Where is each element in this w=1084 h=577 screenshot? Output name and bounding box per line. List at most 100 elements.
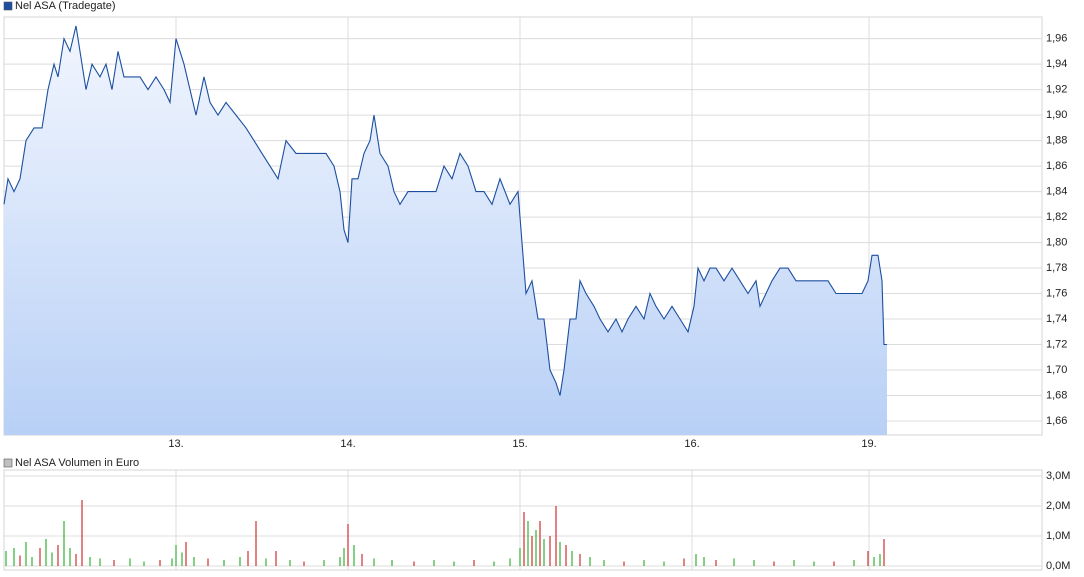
volume-bar — [353, 545, 355, 566]
volume-bar — [193, 557, 195, 566]
volume-bar — [175, 545, 177, 566]
volume-bar — [523, 512, 525, 566]
y-tick-label: 2,0M — [1046, 500, 1070, 512]
y-tick-label: 1,96 — [1046, 33, 1067, 45]
y-tick-label: 1,76 — [1046, 287, 1067, 299]
volume-bar — [373, 558, 375, 566]
y-tick-label: 1,92 — [1046, 84, 1067, 96]
volume-bar — [433, 560, 435, 566]
volume-bar — [57, 545, 59, 566]
volume-bar — [99, 558, 101, 566]
y-tick-label: 1,94 — [1046, 58, 1067, 70]
volume-bar — [63, 521, 65, 566]
x-tick-label: 16. — [684, 438, 699, 450]
volume-bar — [683, 558, 685, 566]
volume-bar — [159, 560, 161, 566]
volume-bar — [347, 524, 349, 566]
volume-bar — [265, 558, 267, 566]
volume-bar — [733, 558, 735, 566]
volume-bar — [143, 561, 145, 566]
y-tick-label: 1,80 — [1046, 236, 1067, 248]
volume-bar — [773, 561, 775, 566]
volume-bar — [883, 539, 885, 566]
volume-bar — [89, 557, 91, 566]
volume-bar — [879, 554, 881, 566]
y-tick-label: 1,66 — [1046, 415, 1067, 427]
volume-bar — [549, 536, 551, 566]
x-tick-label: 14. — [340, 438, 355, 450]
volume-bar — [247, 551, 249, 566]
y-tick-label: 1,86 — [1046, 160, 1067, 172]
volume-bar — [571, 551, 573, 566]
volume-bar — [519, 548, 521, 566]
volume-bar — [185, 542, 187, 566]
x-tick-label: 15. — [512, 438, 527, 450]
volume-bar — [69, 548, 71, 566]
volume-bar — [13, 548, 15, 566]
x-tick-label: 19. — [861, 438, 876, 450]
volume-bar — [703, 557, 705, 566]
volume-bar — [391, 560, 393, 566]
volume-bar — [715, 560, 717, 566]
volume-bar — [695, 554, 697, 566]
volume-bar — [453, 561, 455, 566]
y-tick-label: 1,0M — [1046, 530, 1070, 542]
volume-bar — [833, 561, 835, 566]
legend-label: Nel ASA (Tradegate) — [15, 0, 115, 12]
volume-bar — [473, 560, 475, 566]
legend-swatch — [3, 458, 13, 468]
volume-bar — [303, 561, 305, 566]
y-tick-label: 1,90 — [1046, 109, 1067, 121]
y-tick-label: 1,70 — [1046, 364, 1067, 376]
volume-bar — [539, 521, 541, 566]
volume-bar — [565, 545, 567, 566]
y-tick-label: 1,72 — [1046, 338, 1067, 350]
volume-bar — [603, 560, 605, 566]
volume-bar — [813, 561, 815, 566]
volume-bar — [413, 561, 415, 566]
volume-bar — [559, 542, 561, 566]
y-tick-label: 0,0M — [1046, 560, 1070, 572]
y-tick-label: 1,82 — [1046, 211, 1067, 223]
volume-bar — [19, 555, 21, 566]
volume-bar — [509, 558, 511, 566]
y-tick-label: 1,74 — [1046, 313, 1067, 325]
volume-bar — [289, 560, 291, 566]
volume-bar — [793, 560, 795, 566]
volume-bar — [51, 552, 53, 566]
volume-bar — [181, 552, 183, 566]
y-tick-label: 1,78 — [1046, 262, 1067, 274]
price-line — [3, 25, 887, 396]
volume-bar — [531, 536, 533, 566]
volume-bar — [753, 560, 755, 566]
y-tick-label: 1,84 — [1046, 185, 1067, 197]
volume-bar — [113, 560, 115, 566]
y-tick-label: 1,88 — [1046, 135, 1067, 147]
volume-bar — [39, 548, 41, 566]
volume-bar — [31, 557, 33, 566]
volume-bar — [25, 542, 27, 566]
volume-bar — [275, 551, 277, 566]
volume-bar — [207, 558, 209, 566]
volume-bar — [543, 539, 545, 566]
volume-bar — [323, 560, 325, 566]
volume-bar — [527, 521, 529, 566]
volume-bar — [75, 554, 77, 566]
y-tick-label: 1,68 — [1046, 389, 1067, 401]
legend-swatch — [3, 1, 13, 11]
volume-bar — [853, 560, 855, 566]
volume-bar — [493, 561, 495, 566]
volume-bar — [239, 557, 241, 566]
volume-bar — [45, 539, 47, 566]
volume-bar — [5, 551, 7, 566]
volume-bar — [623, 561, 625, 566]
volume-bar — [361, 554, 363, 566]
volume-bar — [873, 557, 875, 566]
volume-bar — [81, 500, 83, 566]
volume-bar — [555, 506, 557, 566]
legend-label: Nel ASA Volumen in Euro — [15, 457, 139, 469]
volume-bar — [867, 551, 869, 566]
volume-bar — [129, 558, 131, 566]
volume-bar — [223, 560, 225, 566]
